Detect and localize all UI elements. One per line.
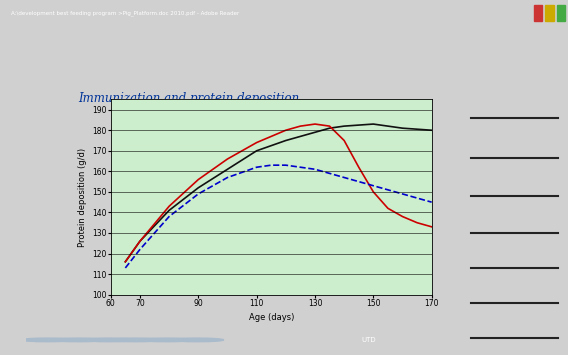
Circle shape <box>109 338 162 342</box>
Y-axis label: Protein deposition (g/d): Protein deposition (g/d) <box>78 147 86 247</box>
Text: Immunization and protein deposition: Immunization and protein deposition <box>78 92 300 105</box>
Bar <box>534 5 542 21</box>
Bar <box>545 5 554 21</box>
Circle shape <box>52 338 105 342</box>
Bar <box>557 5 565 21</box>
Circle shape <box>21 338 74 342</box>
Circle shape <box>83 338 136 342</box>
Circle shape <box>140 338 193 342</box>
Text: UTD: UTD <box>362 337 376 343</box>
Circle shape <box>171 338 224 342</box>
Text: A:\development best feeding program >Pig_Platform.doc 2010.pdf - Adobe Reader: A:\development best feeding program >Pig… <box>11 10 240 16</box>
X-axis label: Age (days): Age (days) <box>249 313 294 322</box>
